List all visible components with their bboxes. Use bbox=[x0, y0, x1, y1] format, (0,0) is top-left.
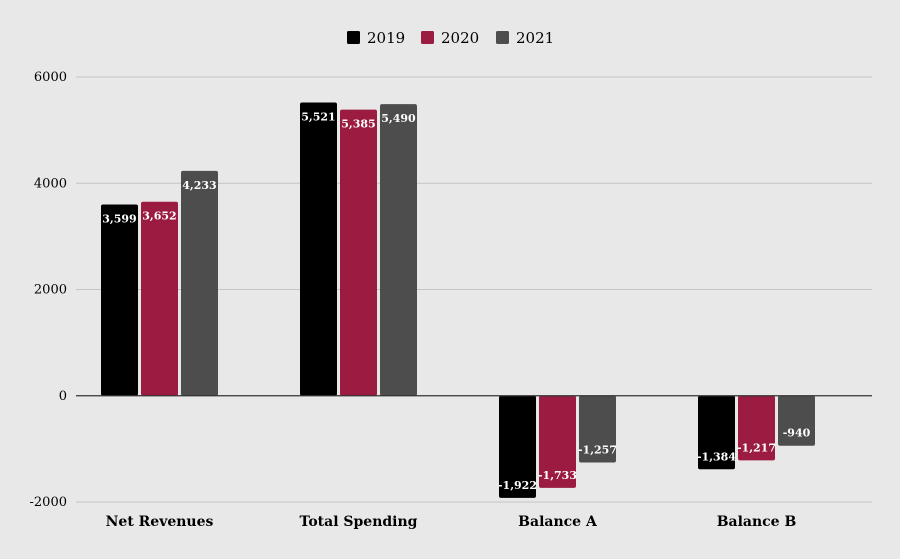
y-axis-tick-labels: 6000 4000 2000 0 -2000 bbox=[30, 70, 67, 510]
bar-2019-2 bbox=[499, 395, 536, 498]
category-labels: Net Revenues Total Spending Balance A Balan… bbox=[106, 514, 797, 530]
bar-2019-1 bbox=[300, 102, 337, 396]
data-label: 4,233 bbox=[182, 179, 216, 192]
bar-2020-0 bbox=[141, 201, 178, 396]
bar-2020-2 bbox=[539, 395, 576, 488]
data-label: 3,599 bbox=[102, 213, 136, 226]
bar-2019-0 bbox=[101, 204, 138, 396]
bar-2019-3 bbox=[698, 395, 735, 470]
data-label: -1,217 bbox=[737, 441, 776, 454]
legend-label: 2019 bbox=[367, 29, 405, 47]
legend-label: 2020 bbox=[441, 29, 479, 47]
data-label: 5,521 bbox=[301, 110, 335, 123]
bar-2021-3 bbox=[778, 395, 815, 446]
legend-swatch-2020 bbox=[421, 31, 434, 44]
data-label: -1,733 bbox=[538, 469, 577, 482]
category-label: Net Revenues bbox=[106, 514, 214, 530]
bar-2021-1 bbox=[380, 104, 417, 396]
category-label: Total Spending bbox=[300, 514, 418, 530]
bars bbox=[101, 102, 815, 498]
legend-label: 2021 bbox=[516, 29, 554, 47]
y-tick-label: -2000 bbox=[30, 495, 67, 510]
data-labels: 3,599 3,652 4,233 5,521 5,385 5,490 -1,922-1,7… bbox=[102, 110, 810, 491]
data-label: -940 bbox=[783, 427, 811, 440]
data-label: 3,652 bbox=[142, 210, 176, 223]
legend: 2019 2020 2021 bbox=[347, 29, 554, 47]
data-label: -1,922 bbox=[498, 479, 537, 492]
data-label: 5,385 bbox=[341, 118, 375, 131]
category-label: Balance B bbox=[717, 514, 797, 530]
category-label: Balance A bbox=[518, 514, 598, 530]
legend-swatch-2019 bbox=[347, 31, 360, 44]
data-label: 5,490 bbox=[381, 112, 416, 125]
bar-2020-3 bbox=[738, 395, 775, 461]
bar-2021-0 bbox=[181, 170, 218, 396]
data-label: -1,257 bbox=[578, 444, 617, 457]
bar-2020-1 bbox=[340, 109, 377, 396]
bar-2021-2 bbox=[579, 395, 616, 463]
y-tick-label: 0 bbox=[59, 389, 67, 404]
y-tick-label: 6000 bbox=[34, 70, 67, 85]
y-tick-label: 2000 bbox=[34, 283, 67, 298]
legend-swatch-2021 bbox=[496, 31, 509, 44]
data-label: -1,384 bbox=[697, 450, 736, 463]
y-tick-label: 4000 bbox=[34, 176, 67, 191]
